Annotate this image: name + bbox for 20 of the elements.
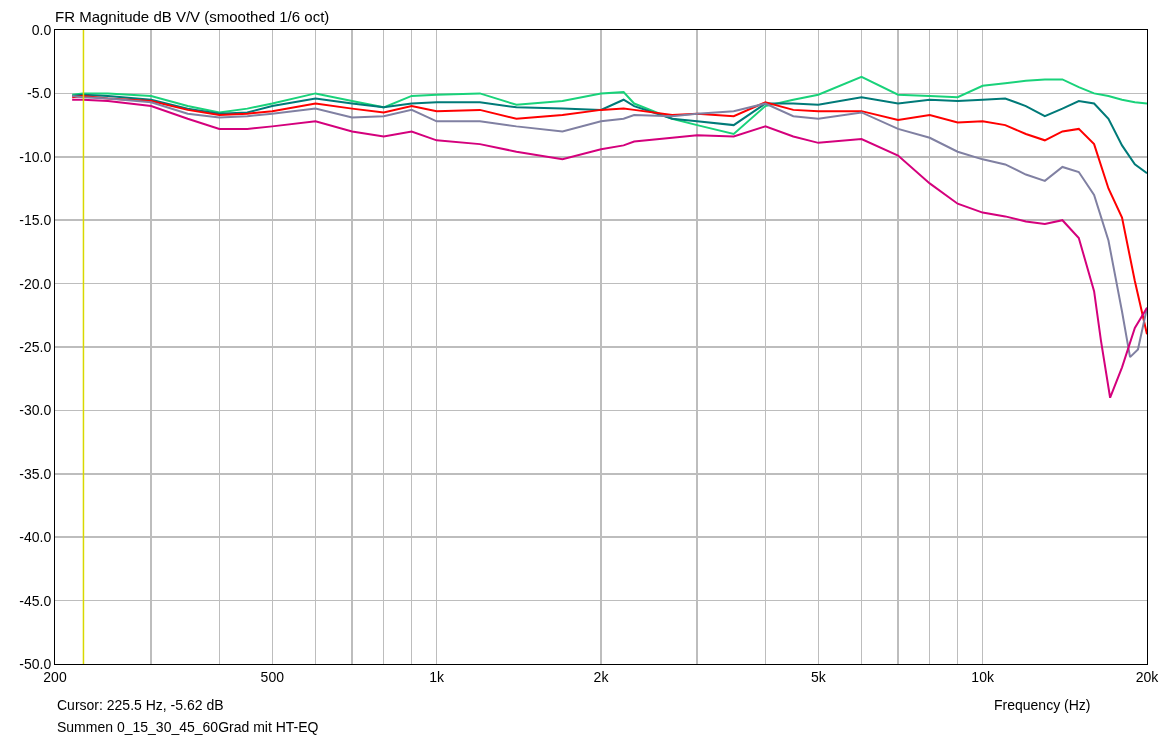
y-tick-label: -30.0 <box>19 402 52 419</box>
text: Summen 0_15_30_45_60Grad mit HT-EQ <box>57 719 319 735</box>
text: Cursor: 225.5 Hz, -5.62 dB <box>57 697 224 713</box>
y-tick-label: -15.0 <box>19 212 52 229</box>
y-tick-label: 0.0 <box>31 21 52 38</box>
y-tick-label: -20.0 <box>19 275 52 292</box>
chart-title: FR Magnitude dB V/V (smoothed 1/6 oct) <box>55 7 330 25</box>
y-tick-label: -5.0 <box>27 85 52 102</box>
x-tick-label: 10k <box>971 668 995 685</box>
x-tick-label: 1k <box>429 668 446 685</box>
y-tick-label: -10.0 <box>19 148 52 165</box>
y-tick-label: -45.0 <box>19 592 52 609</box>
y-tick-label: -40.0 <box>19 529 52 546</box>
x-tick-label: 5k <box>810 668 827 685</box>
x-tick-label: 500 <box>260 668 285 685</box>
x-axis-title: Frequency (Hz) <box>994 697 1091 713</box>
y-tick-label: -35.0 <box>19 465 52 482</box>
y-tick-label: -25.0 <box>19 338 52 355</box>
x-tick-label: 20k <box>1135 668 1160 685</box>
x-tick-label: 2k <box>593 668 610 685</box>
